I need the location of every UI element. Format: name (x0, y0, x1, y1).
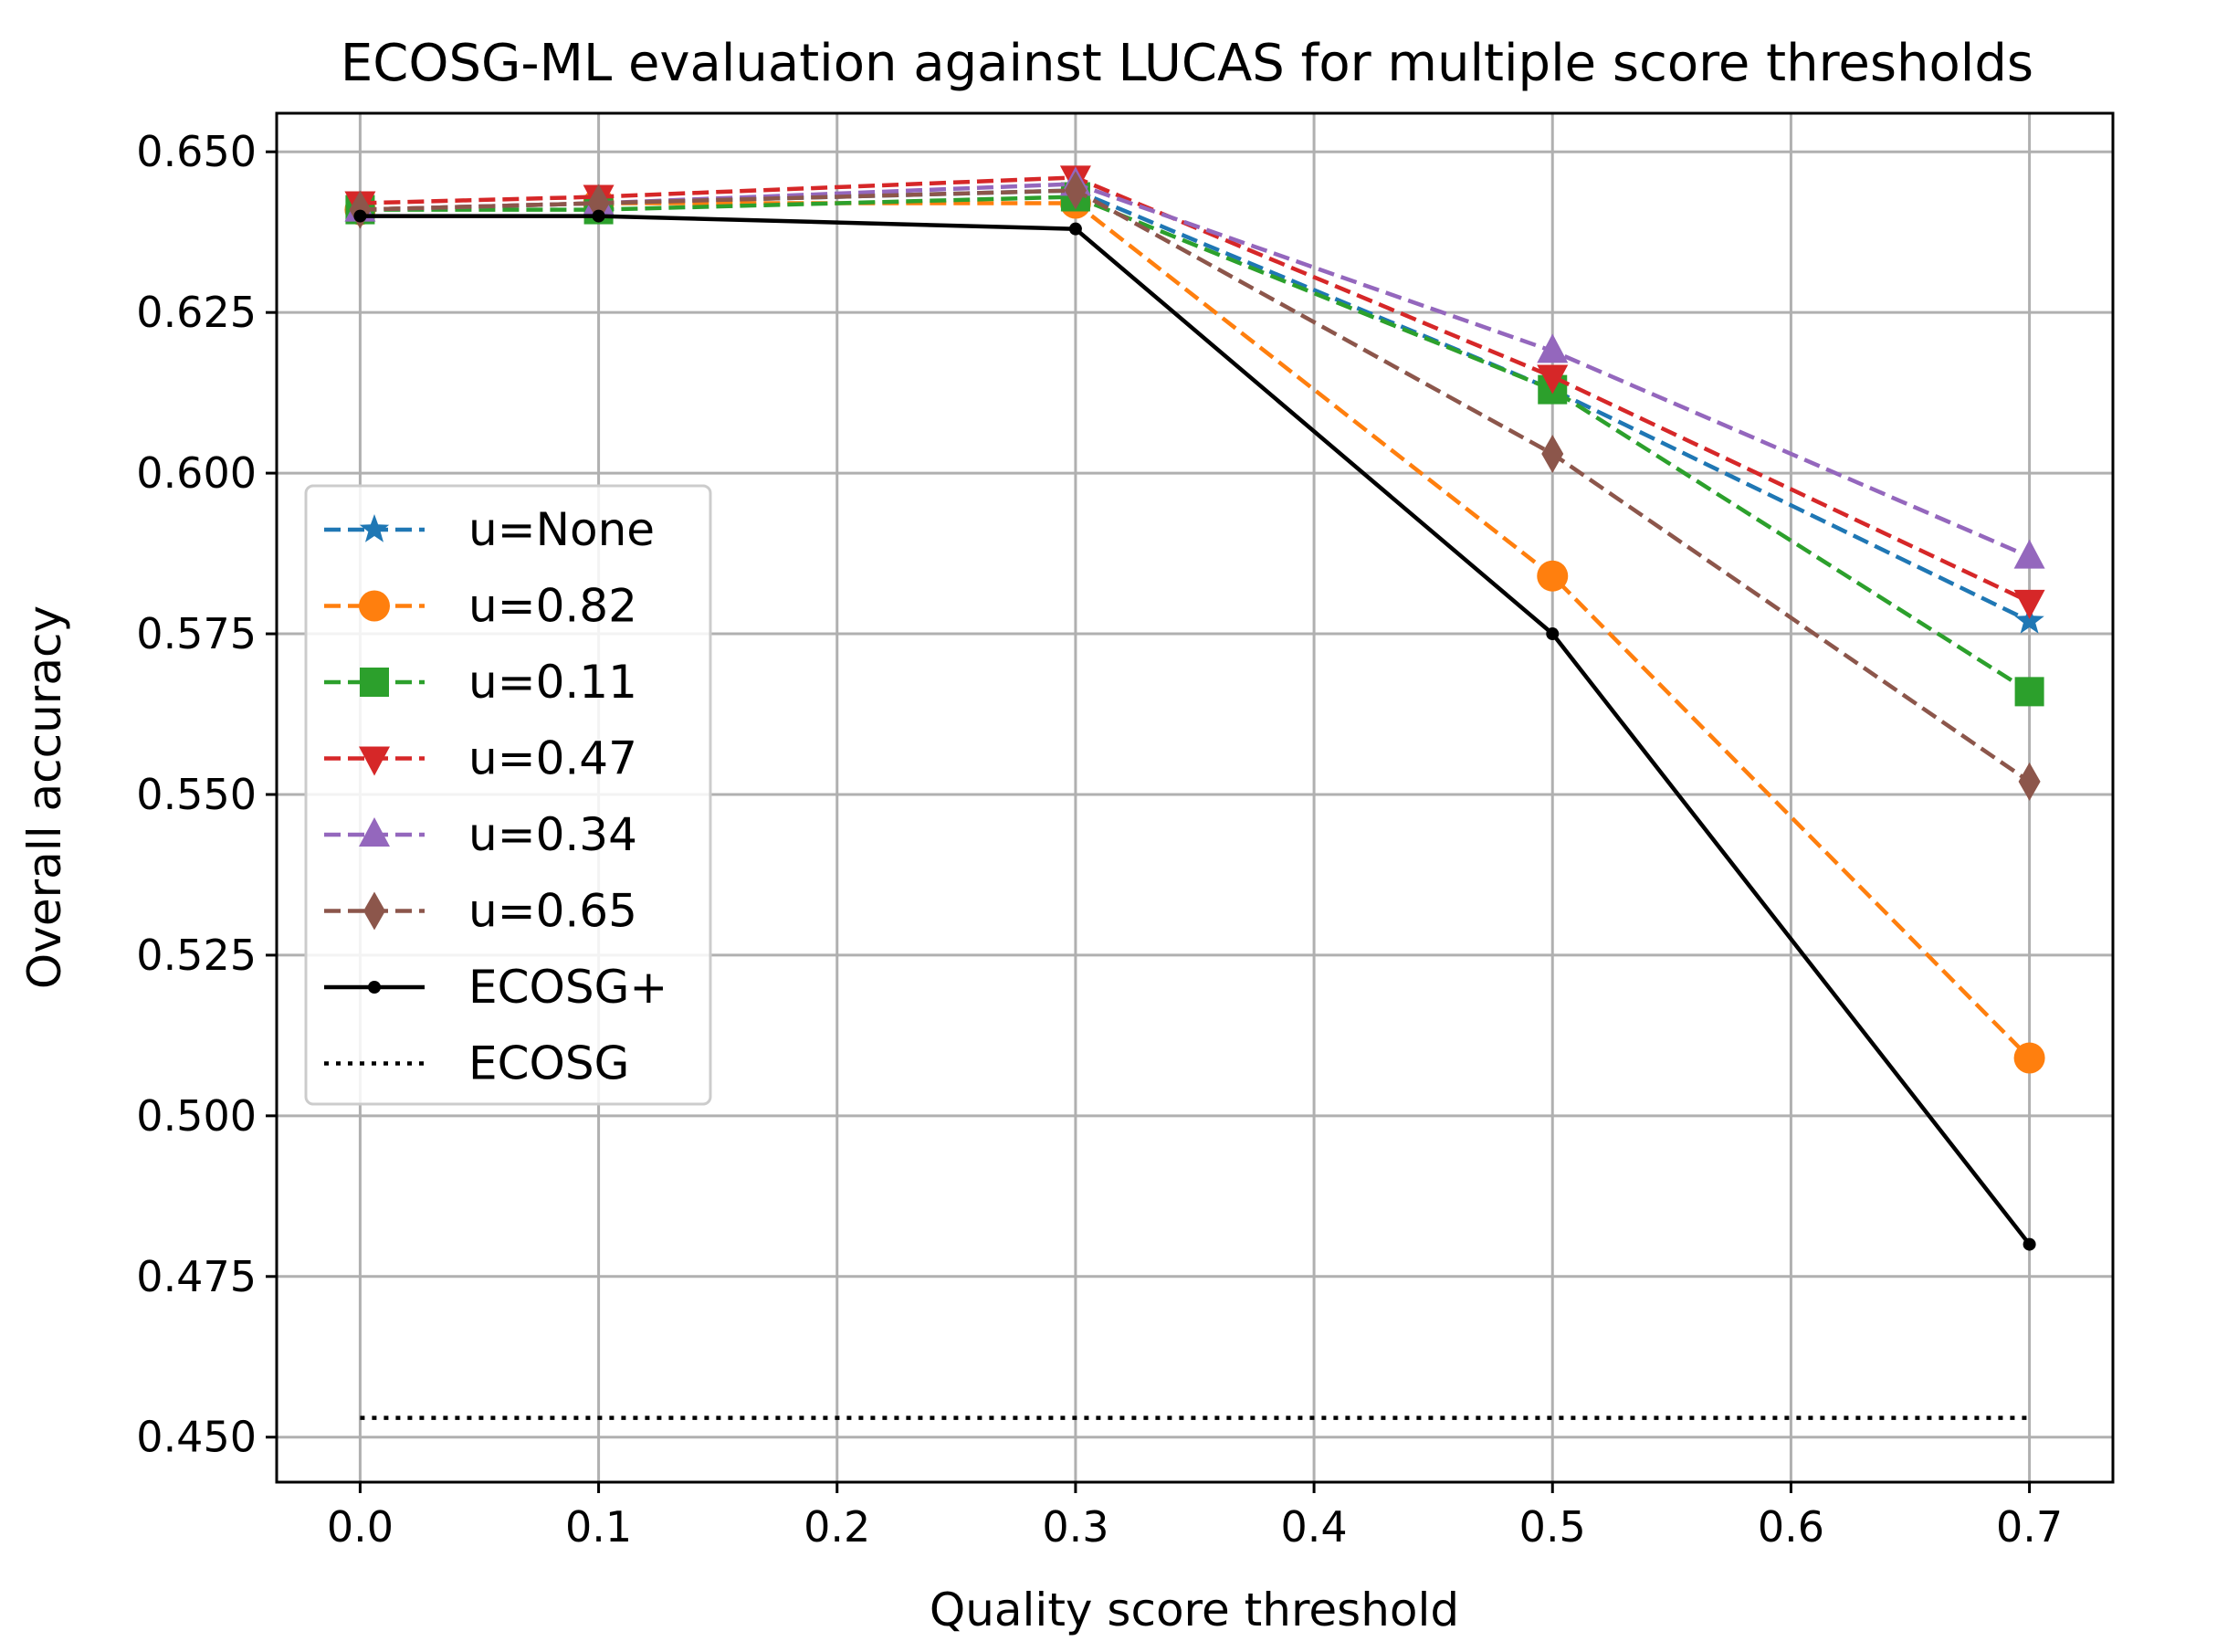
data-point (2014, 605, 2044, 634)
series-layer (344, 165, 2045, 1420)
data-point (2013, 1042, 2045, 1074)
y-tick-label: 0.550 (136, 770, 257, 819)
data-point (1537, 364, 1569, 395)
y-tick-label: 0.625 (136, 288, 257, 337)
legend-marker (359, 514, 390, 542)
legend-entry: ECOSG (324, 1037, 629, 1090)
legend-label: u=None (468, 503, 655, 556)
y-tick-label: 0.475 (136, 1252, 257, 1301)
legend-marker (359, 746, 390, 776)
y-tick-label: 0.600 (136, 448, 257, 498)
legend-entry: u=0.82 (324, 580, 637, 633)
series-u-0-65 (349, 171, 2041, 801)
legend-entry: u=0.47 (324, 732, 637, 785)
series-ecosg- (353, 209, 2036, 1251)
x-tick-label: 0.4 (1281, 1502, 1348, 1552)
x-tick-label: 0.6 (1758, 1502, 1824, 1552)
x-tick-label: 0.2 (804, 1502, 870, 1552)
data-point (2023, 1237, 2036, 1251)
legend-entry: u=None (324, 503, 655, 556)
data-point (1068, 222, 1082, 236)
data-point (1537, 560, 1569, 592)
data-point (2013, 539, 2045, 569)
data-point (1546, 627, 1560, 641)
plot-frame (275, 111, 2115, 1484)
data-point (592, 209, 605, 223)
data-point (1541, 434, 1564, 473)
legend-marker (368, 981, 381, 994)
x-tick-label: 0.5 (1519, 1502, 1586, 1552)
data-point (2013, 589, 2045, 619)
legend-label: u=0.47 (468, 732, 637, 785)
x-tick-label: 0.1 (565, 1502, 632, 1552)
y-axis-label: Overall accuracy (18, 605, 71, 989)
chart-title: ECOSG-ML evaluation against LUCAS for mu… (341, 34, 2033, 93)
legend-box (304, 484, 712, 1106)
legend: u=None u=0.82 u=0.11 u=0.47 u=0.34 u=0.65 ECOS… (304, 484, 712, 1106)
y-tick-label: 0.500 (136, 1091, 257, 1141)
y-tick-label: 0.575 (136, 609, 257, 658)
legend-label: u=0.65 (468, 885, 637, 938)
legend-entry: u=0.11 (324, 656, 637, 709)
legend-marker (363, 891, 385, 931)
legend-label: u=0.34 (468, 808, 637, 861)
legend-label: u=0.82 (468, 580, 637, 633)
legend-marker (359, 590, 390, 622)
x-axis-label: Quality score threshold (930, 1584, 1459, 1636)
data-point (1537, 333, 1569, 363)
x-tick-label: 0.7 (1996, 1502, 2063, 1552)
legend-label: ECOSG (468, 1037, 629, 1090)
legend-entry: u=0.34 (324, 808, 637, 861)
data-point (1064, 171, 1087, 210)
legend-label: ECOSG+ (468, 961, 667, 1014)
legend-entry: ECOSG+ (324, 961, 667, 1014)
ticks: 0.0 0.1 0.2 0.3 0.4 0.5 0.6 0.7 0.450 0.475 0.500 0… (136, 127, 2063, 1552)
y-tick-label: 0.450 (136, 1413, 257, 1462)
legend-entry: u=0.65 (324, 885, 637, 938)
legend-label: u=0.11 (468, 656, 637, 709)
x-tick-label: 0.3 (1042, 1502, 1108, 1552)
legend-marker (359, 817, 390, 847)
y-tick-label: 0.525 (136, 931, 257, 980)
y-tick-label: 0.650 (136, 127, 257, 176)
data-point (2014, 677, 2044, 707)
data-point (353, 209, 367, 223)
data-point (2018, 762, 2041, 801)
x-tick-label: 0.0 (327, 1502, 394, 1552)
legend-marker (360, 668, 389, 697)
